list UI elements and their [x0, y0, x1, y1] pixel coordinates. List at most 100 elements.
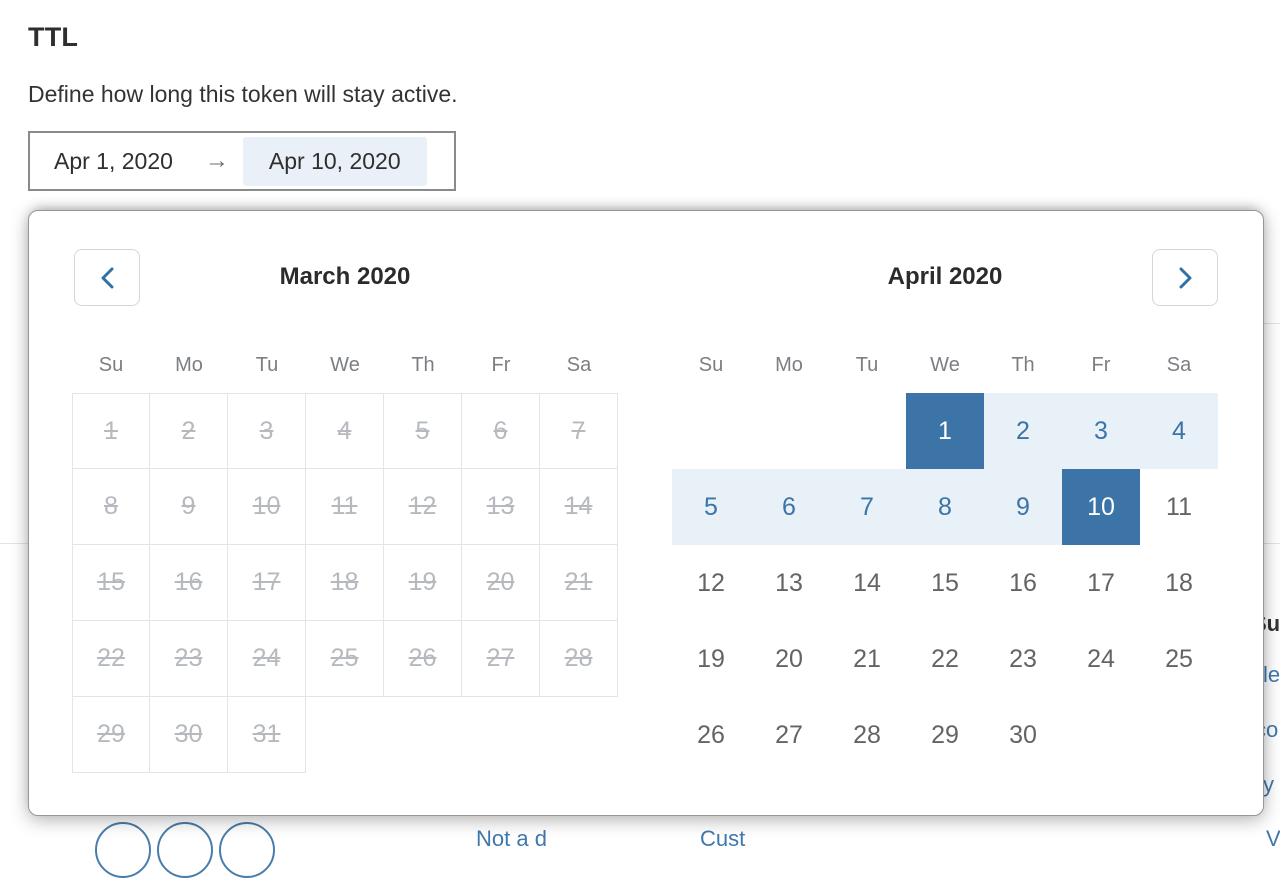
- empty-cell: [1140, 697, 1218, 773]
- day-cell[interactable]: 4: [1140, 393, 1218, 469]
- day-cell: 15: [72, 545, 150, 621]
- weekday-header-row: Su Mo Tu We Th Fr Sa: [672, 354, 1218, 377]
- empty-cell: [540, 697, 618, 773]
- day-cell[interactable]: 19: [697, 644, 725, 673]
- day-cell: 6: [462, 393, 540, 469]
- day-cell[interactable]: 14: [853, 568, 881, 597]
- chevron-right-icon: [1179, 267, 1191, 288]
- day-cell[interactable]: 5: [672, 469, 750, 545]
- day-cell[interactable]: 24: [1087, 644, 1115, 673]
- day-cell: 14: [540, 469, 618, 545]
- weekday-label: Fr: [491, 354, 511, 376]
- weekday-label: Th: [1011, 354, 1035, 376]
- month-grid-march: 1 2 3 4 5 6 7 8 9 10 11 12 13 14 15 16 17 18 19 20 21 22 23 24 2…: [72, 393, 618, 773]
- month-grid-april: 1 2 3 4 5 6 7 8 9 10 11 12 13 14 15 16 17 18 19 20 21 22 23 24 2…: [672, 393, 1218, 773]
- day-cell: 2: [150, 393, 228, 469]
- day-cell: 4: [306, 393, 384, 469]
- day-cell[interactable]: 22: [931, 644, 959, 673]
- day-cell[interactable]: 29: [931, 720, 959, 749]
- day-cell: 1: [72, 393, 150, 469]
- day-cell: 19: [384, 545, 462, 621]
- empty-cell: [672, 393, 750, 469]
- day-cell[interactable]: 27: [775, 720, 803, 749]
- day-cell[interactable]: 16: [1009, 568, 1037, 597]
- day-cell[interactable]: 26: [697, 720, 725, 749]
- day-cell[interactable]: 25: [1165, 644, 1193, 673]
- day-cell: 11: [306, 469, 384, 545]
- day-cell[interactable]: 28: [853, 720, 881, 749]
- empty-cell: [1062, 697, 1140, 773]
- day-cell[interactable]: 23: [1009, 644, 1037, 673]
- weekday-label: We: [330, 354, 360, 376]
- weekday-label: Sa: [1166, 354, 1192, 376]
- day-cell: 21: [540, 545, 618, 621]
- day-cell: 5: [384, 393, 462, 469]
- day-cell[interactable]: 13: [775, 568, 803, 597]
- day-cell: 26: [384, 621, 462, 697]
- background-link-fragment[interactable]: le: [1263, 662, 1280, 687]
- day-cell[interactable]: 21: [853, 644, 881, 673]
- background-link-fragment[interactable]: Cust: [700, 826, 746, 851]
- circle-icon: [95, 822, 151, 878]
- day-cell: 23: [150, 621, 228, 697]
- empty-cell: [384, 697, 462, 773]
- day-cell: 18: [306, 545, 384, 621]
- background-link-fragment[interactable]: y: [1263, 772, 1274, 797]
- day-cell: 8: [72, 469, 150, 545]
- day-cell: 17: [228, 545, 306, 621]
- empty-cell: [828, 393, 906, 469]
- day-cell[interactable]: 17: [1087, 568, 1115, 597]
- weekday-header-row: Su Mo Tu We Th Fr Sa: [72, 354, 618, 377]
- weekday-label: Su: [698, 354, 724, 376]
- day-cell: 12: [384, 469, 462, 545]
- month-title-april: April 2020: [887, 263, 1003, 290]
- day-cell[interactable]: 12: [697, 568, 725, 597]
- day-cell: 10: [228, 469, 306, 545]
- background-link-fragment[interactable]: Vi: [1266, 826, 1280, 851]
- start-date-value[interactable]: Apr 1, 2020: [54, 147, 173, 174]
- previous-month-button[interactable]: [74, 249, 140, 306]
- day-cell[interactable]: 10: [1062, 469, 1140, 545]
- empty-cell: [462, 697, 540, 773]
- day-cell: 7: [540, 393, 618, 469]
- weekday-label: Th: [411, 354, 435, 376]
- weekday-label: We: [930, 354, 960, 376]
- date-range-input[interactable]: Apr 1, 2020 → Apr 10, 2020: [28, 131, 456, 191]
- weekday-label: Su: [98, 354, 124, 376]
- day-cell[interactable]: 6: [750, 469, 828, 545]
- day-cell[interactable]: 8: [906, 469, 984, 545]
- day-cell: 29: [72, 697, 150, 773]
- day-cell[interactable]: 15: [931, 568, 959, 597]
- day-cell[interactable]: 1: [906, 393, 984, 469]
- month-title-march: March 2020: [279, 263, 411, 290]
- day-cell: 9: [150, 469, 228, 545]
- day-cell[interactable]: 9: [984, 469, 1062, 545]
- empty-cell: [306, 697, 384, 773]
- background-link-fragment[interactable]: Not a d: [476, 826, 547, 851]
- page-title: TTL: [28, 22, 79, 52]
- day-cell: 31: [228, 697, 306, 773]
- next-month-button[interactable]: [1152, 249, 1218, 306]
- empty-cell: [750, 393, 828, 469]
- day-cell: 16: [150, 545, 228, 621]
- day-cell: 22: [72, 621, 150, 697]
- day-cell[interactable]: 30: [1009, 720, 1037, 749]
- day-cell[interactable]: 2: [984, 393, 1062, 469]
- day-cell[interactable]: 18: [1165, 568, 1193, 597]
- day-cell: 20: [462, 545, 540, 621]
- weekday-label: Mo: [775, 354, 803, 376]
- weekday-label: Fr: [1091, 354, 1111, 376]
- day-cell: 30: [150, 697, 228, 773]
- day-cell[interactable]: 3: [1062, 393, 1140, 469]
- weekday-label: Tu: [855, 354, 879, 376]
- day-cell[interactable]: 7: [828, 469, 906, 545]
- day-cell[interactable]: 11: [1166, 492, 1192, 521]
- weekday-label: Mo: [175, 354, 203, 376]
- day-cell: 27: [462, 621, 540, 697]
- day-cell[interactable]: 20: [775, 644, 803, 673]
- day-cell: 25: [306, 621, 384, 697]
- end-date-value[interactable]: Apr 10, 2020: [242, 136, 427, 186]
- day-cell: 3: [228, 393, 306, 469]
- arrow-right-icon: →: [204, 147, 229, 174]
- day-cell: 24: [228, 621, 306, 697]
